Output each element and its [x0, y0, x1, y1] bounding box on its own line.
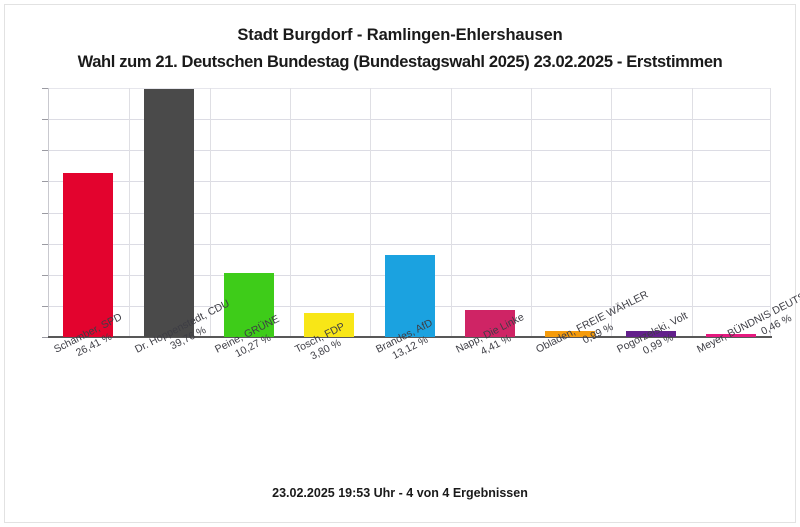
- grid-line-vertical: [531, 88, 532, 337]
- bar[interactable]: [304, 313, 355, 337]
- y-axis-tick-mark: [42, 337, 48, 338]
- chart-title-block: Stadt Burgdorf - Ramlingen-Ehlershausen …: [0, 26, 800, 72]
- grid-line: [49, 150, 770, 152]
- grid-line-vertical: [370, 88, 372, 337]
- grid-line: [49, 243, 770, 245]
- bar[interactable]: [223, 273, 274, 337]
- bar[interactable]: [384, 255, 435, 337]
- grid-line: [49, 181, 770, 183]
- bar[interactable]: [545, 330, 596, 337]
- grid-line-vertical: [691, 88, 693, 337]
- y-axis-tick-mark: [42, 274, 48, 276]
- grid-line-vertical: [611, 88, 613, 337]
- bar[interactable]: [625, 330, 676, 337]
- grid-line-vertical: [450, 88, 452, 337]
- grid-line: [49, 119, 770, 121]
- chart-title: Stadt Burgdorf - Ramlingen-Ehlershausen: [237, 26, 563, 44]
- bar[interactable]: [705, 334, 756, 337]
- grid-line-vertical: [209, 88, 211, 337]
- y-axis-tick-mark: [42, 88, 48, 89]
- grid-line-vertical: [129, 88, 131, 337]
- bar[interactable]: [143, 89, 194, 337]
- y-axis-tick-mark: [42, 150, 48, 152]
- y-axis-tick-mark: [42, 212, 48, 214]
- grid-line-vertical: [290, 88, 291, 337]
- chart-footer: 23.02.2025 19:53 Uhr - 4 von 4 Ergebniss…: [272, 486, 528, 500]
- chart-subtitle: Wahl zum 21. Deutschen Bundestag (Bundes…: [77, 53, 723, 71]
- bar[interactable]: [464, 309, 515, 337]
- y-axis-tick-mark: [42, 243, 48, 245]
- x-axis-line: [48, 336, 772, 338]
- grid-line: [49, 88, 770, 89]
- y-axis-tick-mark: [42, 181, 48, 183]
- bar[interactable]: [63, 172, 114, 337]
- y-axis-tick-mark: [42, 305, 48, 307]
- y-axis-tick-mark: [42, 119, 48, 121]
- grid-line: [49, 212, 770, 214]
